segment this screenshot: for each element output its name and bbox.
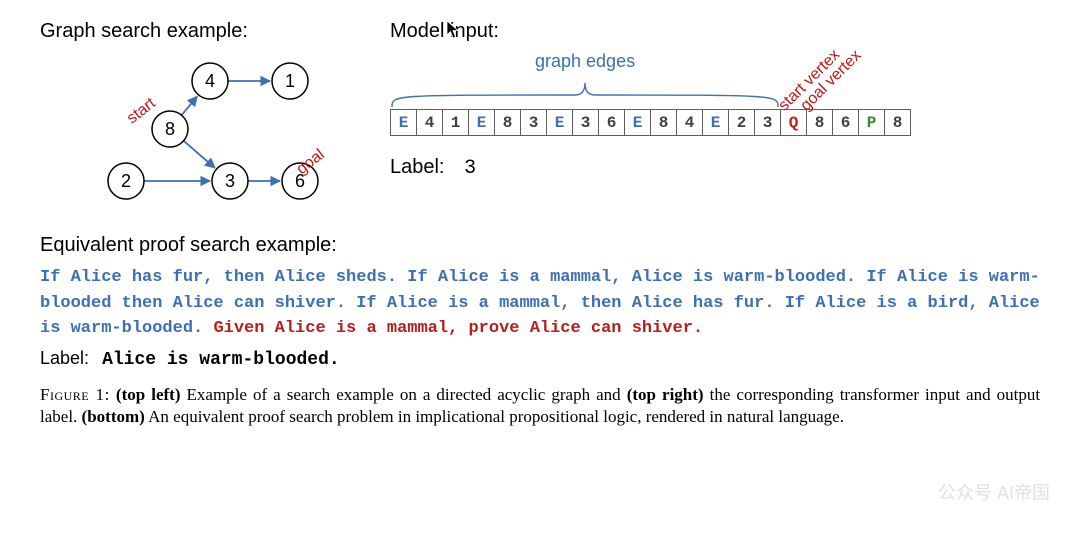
model-input-section: Model input: graph edges start vertex go…	[390, 20, 1040, 226]
graph-diagram: 418236 start goal	[40, 51, 340, 221]
label-value: 3	[464, 157, 476, 180]
token-cell: 1	[443, 110, 469, 136]
token-cell: 3	[521, 110, 547, 136]
proof-label-row: Label: Alice is warm-blooded.	[40, 348, 1040, 370]
cursor-icon	[446, 20, 462, 45]
label-word: Label:	[390, 156, 445, 178]
graph-node-label: 2	[121, 171, 131, 191]
graph-node-label: 1	[285, 71, 295, 91]
caption-bottom-text: An equivalent proof search problem in im…	[148, 407, 844, 426]
proof-goal: Given Alice is a mammal, prove Alice can…	[213, 319, 703, 338]
token-cell: P	[859, 110, 885, 136]
token-cell: 8	[651, 110, 677, 136]
token-cell: 6	[833, 110, 859, 136]
proof-label-word: Label:	[40, 348, 89, 368]
figure-number: Figure 1:	[40, 385, 110, 404]
token-cell: 8	[885, 110, 911, 136]
token-cell: 6	[599, 110, 625, 136]
graph-node-label: 8	[165, 119, 175, 139]
graph-title: Graph search example:	[40, 20, 360, 43]
token-cell: 4	[677, 110, 703, 136]
brace-annotations: graph edges start vertex goal vertex	[390, 51, 1040, 109]
token-cell: 8	[495, 110, 521, 136]
token-cell: E	[625, 110, 651, 136]
token-cell: E	[391, 110, 417, 136]
token-cell: E	[547, 110, 573, 136]
graph-edge	[182, 96, 198, 115]
watermark: 公众号 AI帝国	[938, 479, 1050, 505]
graph-node-label: 3	[225, 171, 235, 191]
graph-example-section: Graph search example: 418236 start goal	[40, 20, 360, 226]
brace-icon	[390, 51, 780, 109]
token-cell: 3	[755, 110, 781, 136]
token-cell: E	[703, 110, 729, 136]
model-input-title-text: Model input:	[390, 20, 499, 42]
token-cell: 2	[729, 110, 755, 136]
proof-section: Equivalent proof search example: If Alic…	[40, 234, 1040, 370]
token-cell: 4	[417, 110, 443, 136]
proof-title: Equivalent proof search example:	[40, 234, 1040, 257]
caption-topright-tag: (top right)	[627, 385, 704, 404]
caption-bottom-tag: (bottom)	[82, 407, 145, 426]
graph-node-label: 4	[205, 71, 215, 91]
caption-topleft-text: Example of a search example on a directe…	[187, 385, 621, 404]
token-cell: 3	[573, 110, 599, 136]
graph-edge	[184, 141, 215, 168]
token-sequence: E41E83E36E84E23Q86P8	[390, 109, 911, 136]
model-input-title: Model input:	[390, 20, 1040, 43]
proof-text: If Alice has fur, then Alice sheds. If A…	[40, 265, 1040, 342]
model-label-row: Label: 3	[390, 156, 1040, 180]
token-cell: Q	[781, 110, 807, 136]
token-cell: E	[469, 110, 495, 136]
proof-label-value: Alice is warm-blooded.	[102, 350, 340, 370]
caption-topleft-tag: (top left)	[116, 385, 181, 404]
figure-caption: Figure 1: (top left) Example of a search…	[40, 384, 1040, 428]
